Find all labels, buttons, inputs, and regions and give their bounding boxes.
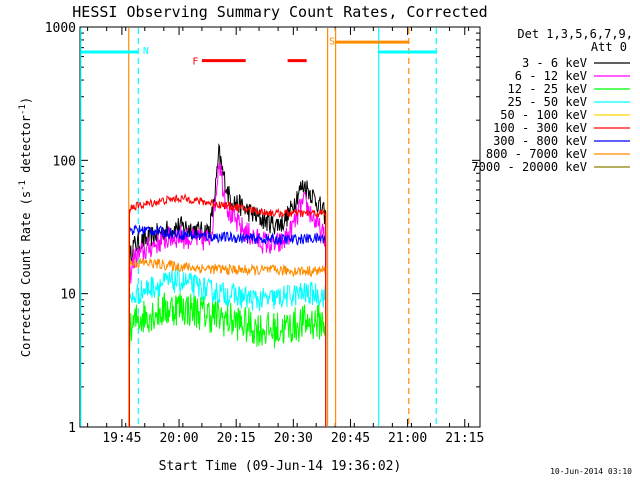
- flag-letter: F: [192, 57, 198, 68]
- footer-date: 10-Jun-2014 03:10: [550, 467, 632, 476]
- flag-letter: S: [329, 37, 335, 48]
- legend-label: 300 - 800 keV: [493, 134, 587, 148]
- flag-letters: N F S: [143, 37, 335, 68]
- series-lines: [129, 143, 327, 427]
- series-line: [129, 292, 327, 427]
- legend-label: 3 - 6 keV: [522, 56, 587, 70]
- series-line: [129, 268, 327, 427]
- x-axis-ticks: 19:45 20:00 20:15 20:30 20:45 21:00 21:15: [87, 27, 484, 446]
- legend-label: 800 - 7000 keV: [486, 147, 587, 161]
- legend-label: 7000 - 20000 keV: [471, 160, 587, 174]
- flag-bars: [80, 40, 437, 63]
- x-tick-label: 20:15: [217, 431, 256, 446]
- y-axis-label-sup2: -1: [18, 104, 28, 115]
- legend-header-2: Att 0: [591, 40, 627, 54]
- y-tick-label: 1: [68, 421, 76, 436]
- y-tick-label: 100: [53, 154, 76, 169]
- legend-label: 25 - 50 keV: [508, 95, 587, 109]
- chart-title: HESSI Observing Summary Count Rates, Cor…: [72, 3, 487, 21]
- flag-letter: N: [143, 46, 149, 57]
- series-line: [129, 224, 327, 427]
- y-tick-label: 1000: [45, 21, 76, 36]
- y-axis-label-part1: Corrected Count Rate (s: [19, 191, 33, 357]
- legend-label: 100 - 300 keV: [493, 121, 587, 135]
- x-tick-label: 21:15: [445, 431, 484, 446]
- plot-frame: [79, 26, 481, 428]
- series-line: [129, 193, 327, 427]
- legend-label: 6 - 12 keV: [515, 69, 587, 83]
- y-axis-label-part3: ): [19, 97, 33, 104]
- legend-label: 50 - 100 keV: [500, 108, 587, 122]
- y-tick-label: 10: [60, 288, 76, 303]
- y-axis-label-sup1: -1: [18, 180, 28, 191]
- x-tick-label: 21:00: [388, 431, 427, 446]
- legend-header-1: Det 1,3,5,6,7,9,: [517, 27, 633, 41]
- y-axis-label-part2: detector: [19, 115, 33, 180]
- attenuator-markers: [80, 28, 437, 426]
- y-axis-label: Corrected Count Rate (s-1 detector-1): [18, 97, 33, 357]
- x-axis-label: Start Time (09-Jun-14 19:36:02): [159, 459, 402, 474]
- series-line: [129, 162, 327, 427]
- x-tick-label: 20:45: [331, 431, 370, 446]
- series-line: [129, 258, 327, 427]
- x-tick-label: 20:00: [159, 431, 198, 446]
- y-axis-ticks: 1 10 100 1000: [45, 21, 480, 436]
- x-tick-label: 20:30: [274, 431, 313, 446]
- x-tick-label: 19:45: [102, 431, 141, 446]
- legend-label: 12 - 25 keV: [508, 82, 587, 96]
